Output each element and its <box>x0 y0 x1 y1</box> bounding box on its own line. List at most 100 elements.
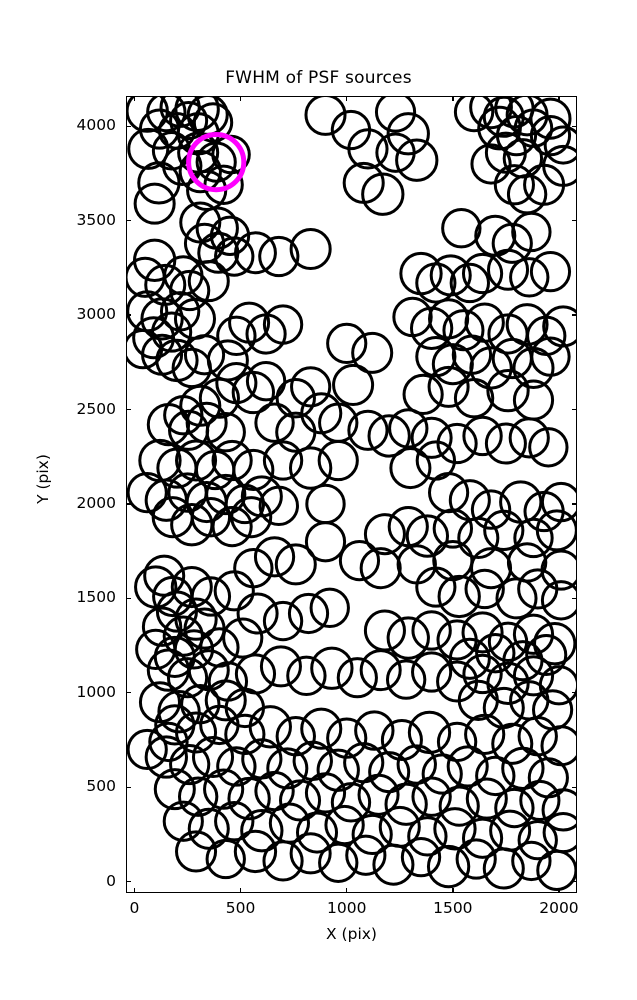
psf-source-circle <box>230 496 273 539</box>
psf-source-circle <box>372 843 415 886</box>
y-tick-mark <box>572 692 577 694</box>
x-tick-mark <box>558 96 560 101</box>
psf-source-circle <box>512 613 555 655</box>
psf-source-circle <box>457 679 499 721</box>
psf-source-circle <box>542 811 577 854</box>
psf-source-circle <box>317 439 359 482</box>
psf-source-circle <box>153 768 196 811</box>
y-tick-mark <box>126 786 131 788</box>
y-tick-mark <box>572 597 577 600</box>
psf-source-circle <box>411 776 452 817</box>
psf-source-circle <box>529 97 572 140</box>
psf-source-circle <box>455 838 497 880</box>
psf-source-circle <box>258 235 300 278</box>
psf-source-circle <box>361 172 405 216</box>
psf-source-circle <box>375 132 416 173</box>
psf-source-circle <box>395 138 439 182</box>
psf-source-circle <box>275 411 317 453</box>
psf-source-circle <box>332 363 375 406</box>
y-tick-mark <box>572 408 577 411</box>
source-markers <box>126 96 577 891</box>
psf-source-circle <box>175 830 218 873</box>
psf-source-circle <box>384 782 428 826</box>
y-tick-mark <box>126 125 131 127</box>
x-tick-label: 1000 <box>326 899 367 917</box>
x-tick-mark <box>346 96 348 101</box>
psf-source-circle <box>461 611 504 654</box>
psf-source-circle <box>279 779 322 822</box>
psf-source-circle <box>148 721 189 763</box>
plot-axes[interactable] <box>126 96 577 893</box>
psf-source-circle <box>441 208 482 249</box>
psf-source-circle <box>448 479 491 522</box>
psf-source-circle <box>126 728 168 771</box>
psf-source-circle <box>206 339 249 382</box>
psf-source-circle <box>262 440 304 481</box>
psf-source-circle <box>367 414 411 458</box>
psf-source-circle <box>429 254 472 297</box>
psf-source-circle <box>386 112 430 156</box>
psf-source-circle <box>300 707 343 750</box>
psf-source-circle <box>126 472 168 514</box>
psf-source-circle <box>288 446 333 490</box>
psf-source-circle <box>540 549 577 591</box>
y-tick-mark <box>126 314 131 316</box>
page-title: FWHM of PSF sources <box>225 68 412 88</box>
psf-source-circle <box>475 632 516 674</box>
psf-source-circle <box>438 785 480 827</box>
psf-source-circle <box>426 844 471 889</box>
psf-source-circle <box>519 779 561 822</box>
psf-source-circle <box>170 566 213 609</box>
y-tick-mark <box>126 219 131 222</box>
psf-source-circle <box>191 735 235 779</box>
x-tick-mark <box>452 888 454 893</box>
psf-source-circle <box>363 609 406 652</box>
psf-source-circle <box>484 422 527 465</box>
psf-source-circle <box>359 547 402 590</box>
psf-source-circle <box>354 710 395 751</box>
psf-source-circle <box>442 309 485 352</box>
psf-source-circle <box>304 521 347 563</box>
psf-source-circle <box>204 679 247 722</box>
psf-source-circle <box>388 408 429 449</box>
psf-source-circle <box>502 640 544 682</box>
psf-source-circle <box>137 161 181 205</box>
psf-source-circle <box>464 568 505 610</box>
psf-source-circle <box>224 687 266 729</box>
y-tick-label: 3000 <box>76 305 116 324</box>
psf-source-circle <box>407 816 448 857</box>
psf-source-circle <box>470 489 512 530</box>
psf-source-circle <box>262 304 304 345</box>
psf-source-circle <box>141 606 183 647</box>
psf-source-circle <box>351 813 393 856</box>
psf-source-circle <box>357 773 400 816</box>
y-axis-label: Y (pix) <box>34 454 52 504</box>
psf-source-circle <box>540 580 577 621</box>
psf-source-circle <box>309 587 350 629</box>
psf-source-circle <box>228 301 271 344</box>
psf-source-circle <box>162 145 203 187</box>
psf-source-circle <box>266 747 309 790</box>
psf-source-circle <box>453 96 495 133</box>
psf-source-circle <box>432 508 474 549</box>
psf-source-circle <box>415 566 457 608</box>
x-tick-mark <box>133 96 136 101</box>
highlighted-source-circle[interactable] <box>186 132 247 193</box>
psf-source-circle <box>253 536 296 578</box>
psf-source-circle <box>509 680 550 721</box>
psf-source-circle <box>318 842 359 883</box>
psf-source-circle <box>140 297 184 341</box>
psf-source-circle <box>462 415 503 457</box>
psf-source-circle <box>453 378 495 419</box>
y-tick-label: 2500 <box>76 399 116 418</box>
psf-source-circle <box>169 269 211 312</box>
psf-source-circle <box>254 402 295 443</box>
psf-source-circle <box>274 543 317 586</box>
psf-source-circle <box>262 600 304 642</box>
psf-source-circle <box>330 782 372 823</box>
psf-source-circle <box>289 227 332 271</box>
psf-source-circle <box>351 331 394 374</box>
x-tick-mark <box>239 888 242 893</box>
x-tick-mark <box>239 96 242 101</box>
psf-source-circle <box>540 481 577 523</box>
